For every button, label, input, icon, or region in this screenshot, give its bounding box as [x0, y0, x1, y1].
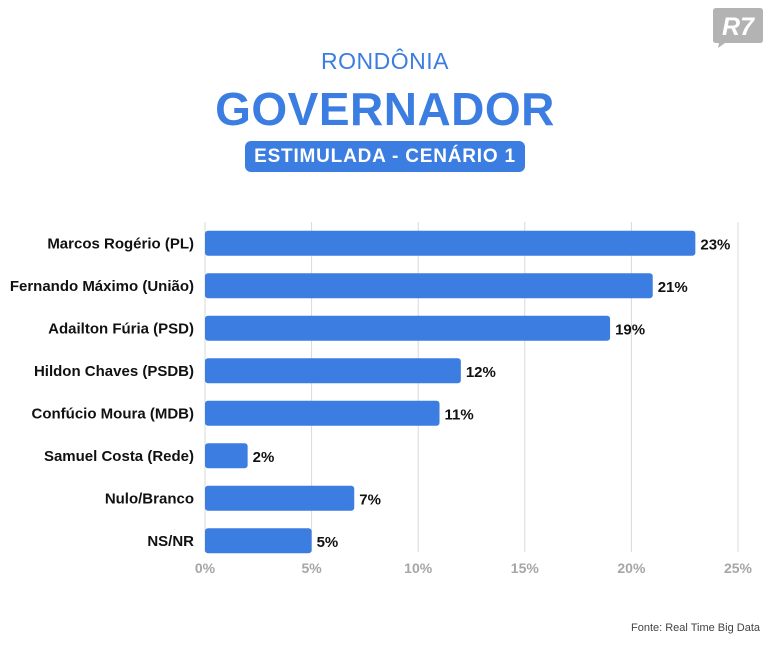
category-label: Confúcio Moura (MDB)	[32, 405, 194, 422]
x-tick-label: 25%	[724, 560, 753, 576]
x-tick-label: 0%	[195, 560, 216, 576]
x-tick-label: 20%	[617, 560, 646, 576]
logo-text: R7	[722, 13, 755, 41]
bar-chart: 0% 5% 10% 15% 20% 25% Marcos Rogério (PL) 23% Fe…	[10, 222, 753, 576]
bar	[205, 358, 461, 384]
chart-title: GOVERNADOR	[215, 83, 555, 135]
label-layer: 0% 5% 10% 15% 20% 25% Marcos Rogério (PL) 23% Fe…	[10, 235, 753, 576]
x-tick-label: 10%	[404, 560, 433, 576]
chart-subtitle: RONDÔNIA	[321, 48, 449, 74]
value-label: 7%	[359, 491, 381, 508]
x-tick-label: 15%	[511, 560, 540, 576]
value-label: 12%	[466, 364, 496, 381]
value-label: 21%	[658, 279, 688, 296]
value-label: 2%	[253, 449, 275, 466]
bar	[205, 315, 611, 341]
value-label: 19%	[615, 321, 645, 338]
category-label: Samuel Costa (Rede)	[44, 448, 194, 465]
category-label: Hildon Chaves (PSDB)	[34, 363, 194, 380]
bar	[205, 230, 696, 256]
scenario-badge-wrap: ESTIMULADA - CENÁRIO 1	[0, 141, 770, 172]
category-label: Nulo/Branco	[105, 490, 194, 507]
value-label: 23%	[700, 236, 730, 253]
bar-layer	[205, 230, 696, 554]
value-label: 5%	[317, 534, 339, 551]
scenario-badge: ESTIMULADA - CENÁRIO 1	[245, 141, 525, 172]
category-label: NS/NR	[147, 533, 194, 550]
source-note: Fonte: Real Time Big Data	[630, 622, 760, 634]
x-tick-label: 5%	[301, 560, 322, 576]
category-label: Adailton Fúria (PSD)	[48, 320, 194, 337]
bar	[205, 273, 653, 299]
value-label: 11%	[445, 406, 474, 423]
bar	[205, 485, 355, 511]
category-label: Marcos Rogério (PL)	[47, 235, 194, 252]
bar	[205, 400, 440, 426]
bar	[205, 443, 248, 469]
bar	[205, 528, 312, 554]
category-label: Fernando Máximo (União)	[10, 278, 194, 295]
r7-logo-icon: R7	[713, 8, 763, 48]
